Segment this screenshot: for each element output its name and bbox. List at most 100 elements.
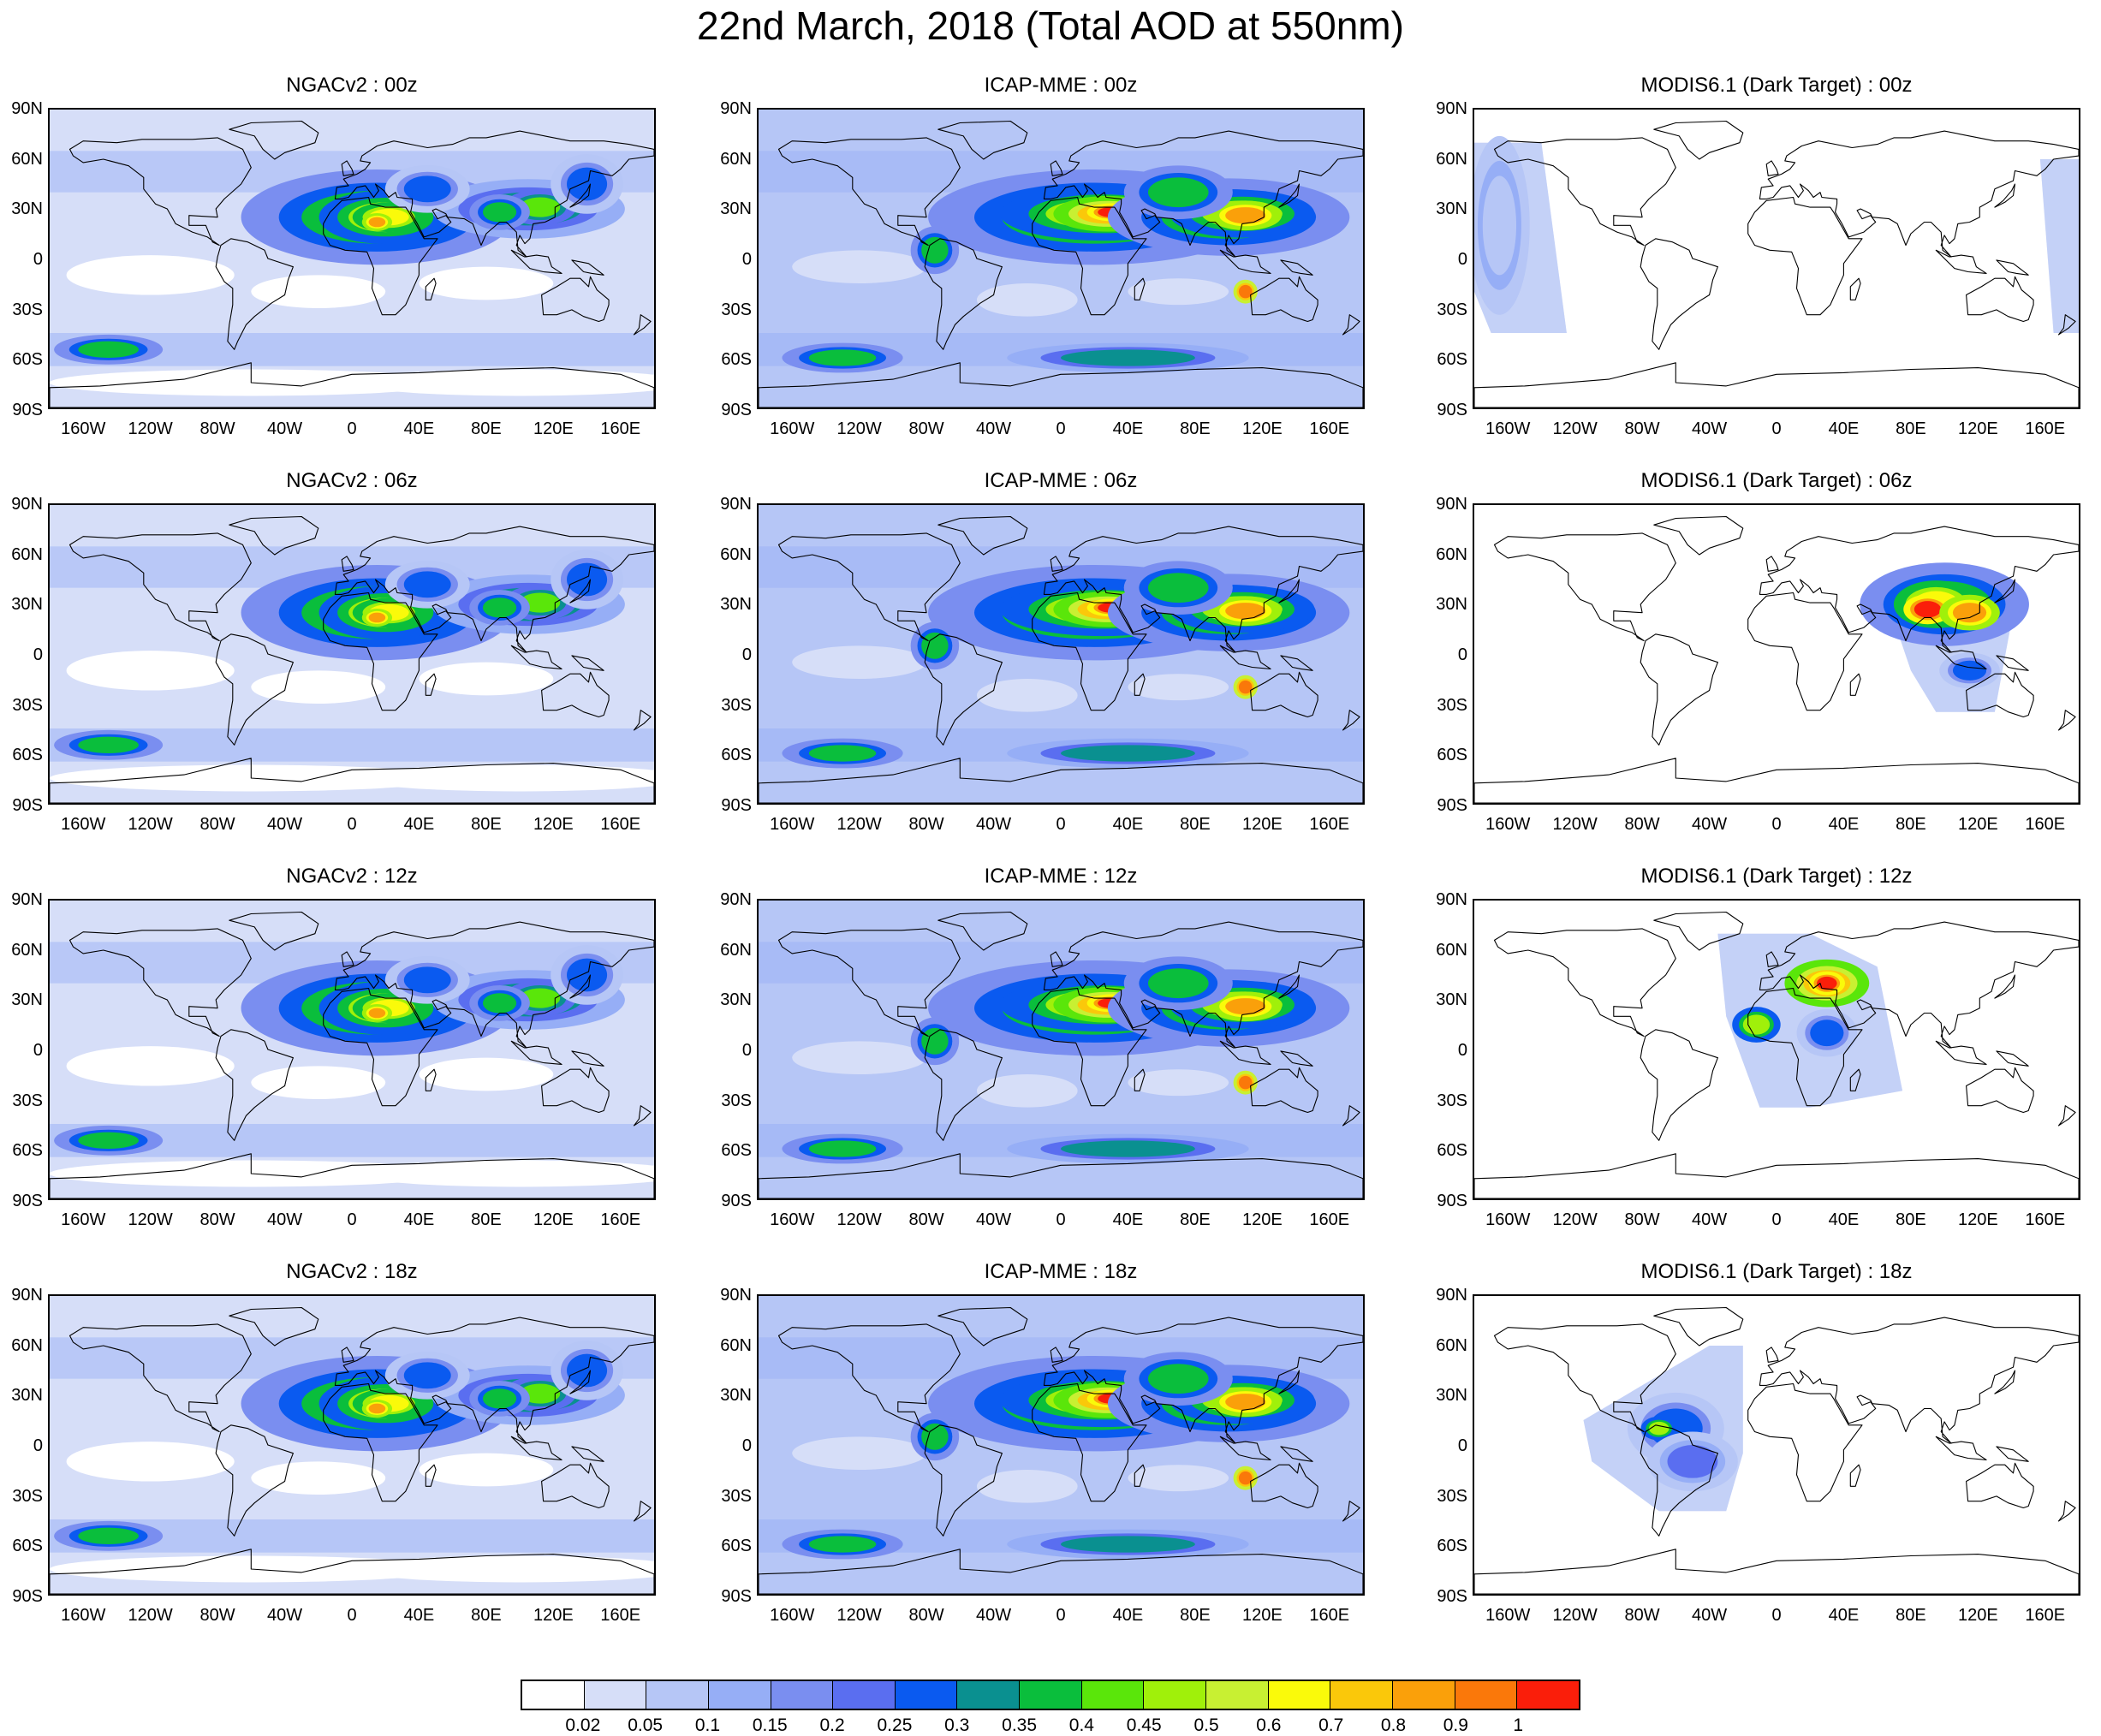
colorbar-swatch (957, 1681, 1021, 1709)
coastline-new-zealand (2057, 710, 2076, 731)
longitude-label: 40W (975, 1210, 1012, 1229)
longitude-label: 160E (600, 1606, 641, 1625)
colorbar-label: 0.3 (944, 1715, 970, 1735)
coastline-south-america (215, 1424, 294, 1537)
clean-air-region (251, 670, 386, 704)
longitude-label: 80E (1180, 815, 1211, 834)
coastline-uk (341, 1347, 354, 1363)
coastline-africa (323, 196, 438, 316)
coastline-indonesia (1935, 1436, 1987, 1460)
longitude-label: 120E (533, 1210, 574, 1229)
world-map (1474, 120, 2079, 407)
longitude-label: 0 (347, 1210, 357, 1229)
coastline-japan (1994, 1370, 2016, 1394)
clean-air-region (976, 679, 1078, 712)
coastline-eurasia (1043, 526, 1363, 653)
coastline-indonesia (1219, 1436, 1271, 1460)
latitude-label: 60N (1436, 1335, 1467, 1355)
longitude-label: 160W (770, 1606, 815, 1625)
coastline-australia (541, 671, 610, 718)
latitude-label: 60S (12, 1537, 43, 1556)
coastline-new-guinea (1280, 1446, 1313, 1462)
coastline-eurasia (1759, 1317, 2079, 1444)
coastline-north-america (1493, 137, 1676, 247)
aerosol-plume (1147, 177, 1209, 208)
coastline-eurasia (1759, 921, 2079, 1049)
coastline-madagascar (1849, 673, 1861, 696)
coastline-new-zealand (633, 314, 652, 336)
satellite-swath-fill (2039, 159, 2079, 333)
coastline-australia (541, 276, 610, 323)
latitude-label: 90S (1437, 401, 1467, 419)
longitude-label: 160E (600, 1210, 641, 1229)
longitude-label: 40W (1691, 1606, 1728, 1625)
coastline-north-america (68, 928, 252, 1037)
coastline-africa (1747, 592, 1863, 711)
panel-title: ICAP-MME : 00z (984, 74, 1138, 97)
latitude-label: 30N (11, 990, 43, 1010)
latitude-label: 0 (33, 250, 43, 269)
coastline-north-america (777, 928, 961, 1037)
coastline-indonesia (1219, 645, 1271, 669)
aerosol-plume (78, 1527, 139, 1544)
coastline-africa (1032, 987, 1147, 1107)
coastline-uk (1765, 160, 1779, 176)
clean-air-region (792, 1041, 927, 1074)
map-panel: MODIS6.1 (Dark Target) : 06z 90N 60N 30N 0 30… (1425, 469, 2092, 863)
map-panel: ICAP-MME : 00z 90N 60N 30N 0 30S 60S 90S 160W 120… (709, 74, 1377, 467)
coastline-africa (1032, 1382, 1147, 1502)
longitude-label: 40W (975, 815, 1012, 834)
latitude-label: 0 (1457, 1436, 1467, 1455)
longitude-label: 80E (1180, 1606, 1211, 1625)
aerosol-plume (567, 562, 608, 597)
coastline-south-america (924, 1424, 1003, 1537)
longitude-label: 120E (1957, 815, 1998, 834)
coastline-south-america (215, 1029, 294, 1141)
clean-air-region (66, 255, 235, 295)
world-map (1474, 1306, 2079, 1594)
aerosol-plume (808, 349, 877, 366)
aerosol-plume (520, 1383, 561, 1404)
coastline-australia (1966, 1462, 2034, 1509)
aerosol-plume (403, 175, 451, 203)
world-map (50, 505, 654, 803)
coastline-antarctica (50, 362, 654, 407)
coastline-greenland (937, 1306, 1028, 1347)
aerosol-plume (1061, 1536, 1195, 1553)
coastline-antarctica (1474, 1549, 2079, 1594)
longitude-label: 80W (908, 815, 944, 834)
coastline-antarctica (1474, 362, 2079, 407)
panel-title: ICAP-MME : 18z (984, 1260, 1138, 1283)
coastline-eurasia (1043, 921, 1363, 1049)
longitude-label: 160W (1485, 419, 1531, 438)
latitude-label: 30N (720, 199, 752, 219)
aerosol-plume (1914, 601, 1942, 618)
longitude-label: 40W (1691, 1210, 1728, 1229)
coastline-africa (1032, 592, 1147, 711)
figure-title: 22nd March, 2018 (Total AOD at 550nm) (697, 3, 1404, 48)
colorbar-label: 0.05 (628, 1715, 664, 1735)
clean-air-region (66, 651, 235, 691)
coastline-south-america (215, 238, 294, 350)
coastline-eurasia (334, 526, 654, 653)
colorbar-swatch (1455, 1681, 1518, 1709)
panel-title: MODIS6.1 (Dark Target) : 12z (1640, 865, 1913, 888)
aerosol-plume (520, 988, 561, 1008)
panel-title: MODIS6.1 (Dark Target) : 00z (1640, 74, 1913, 97)
colorbar-label: 0.25 (877, 1715, 913, 1735)
aerosol-plume (921, 1423, 949, 1450)
longitude-label: 120W (128, 1606, 173, 1625)
longitude-label: 120W (128, 815, 173, 834)
aerosol-plume (1147, 573, 1209, 603)
latitude-label: 90S (1437, 1192, 1467, 1210)
aerosol-plume (78, 341, 139, 359)
latitude-label: 0 (741, 1041, 752, 1060)
world-map (50, 901, 654, 1198)
longitude-label: 160E (1309, 419, 1350, 438)
coastline-south-america (1640, 1029, 1718, 1141)
longitude-label: 40W (975, 1606, 1012, 1625)
latitude-label: 30S (12, 1486, 43, 1506)
map-frame (48, 503, 656, 805)
aerosol-plume (921, 236, 949, 264)
clean-air-region (1128, 278, 1229, 306)
